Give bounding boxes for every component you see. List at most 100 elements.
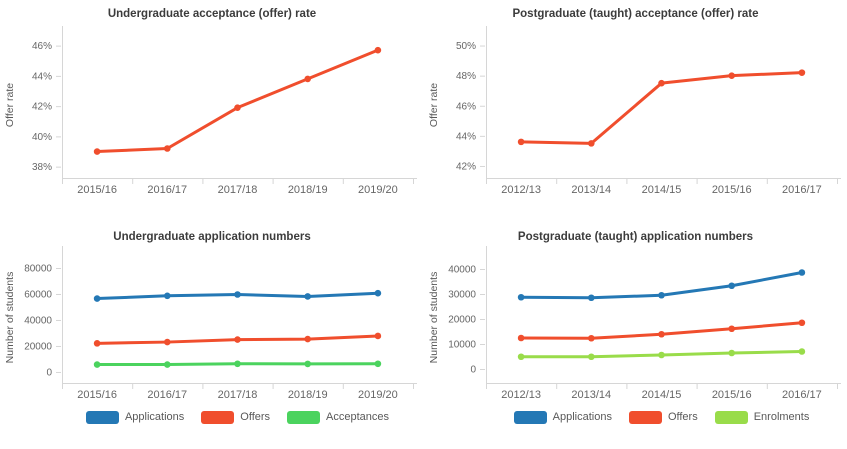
y-axis-tick-label: 0 xyxy=(46,367,52,378)
x-axis-tick-label: 2017/18 xyxy=(218,184,258,196)
y-axis-tick-label: 20000 xyxy=(448,315,476,326)
data-point-offers xyxy=(93,340,101,347)
x-axis-tick-label: 2013/14 xyxy=(571,184,611,196)
legend-item-applications[interactable]: Applications xyxy=(85,411,185,424)
y-axis-tick-label: 44% xyxy=(32,71,52,82)
x-axis-tick-label: 2017/18 xyxy=(218,389,258,401)
y-axis-tick-label: 0 xyxy=(470,365,476,376)
data-point-applications xyxy=(93,295,101,302)
chart-title: Undergraduate application numbers xyxy=(113,231,310,243)
y-axis-tick-label: 60000 xyxy=(24,289,52,300)
chart-panel-postgraduate-taught-application-numbers: Postgraduate (taught) application number… xyxy=(424,225,847,449)
y-axis-tick-label: 50% xyxy=(456,41,476,52)
data-point-offer-rate xyxy=(374,46,382,54)
legend-item-acceptances[interactable]: Acceptances xyxy=(287,411,389,424)
chart-title: Postgraduate (taught) application number… xyxy=(518,231,753,243)
x-axis-tick-label: 2012/13 xyxy=(501,389,541,401)
y-axis-tick-label: 44% xyxy=(456,131,476,142)
y-axis-title: Offer rate xyxy=(428,83,440,127)
line-chart-undergraduate-application-numbers: Undergraduate application numbers 0 20000 4… xyxy=(4,231,417,401)
data-point-applications xyxy=(304,293,312,300)
data-point-offer-rate xyxy=(93,148,101,155)
legend-item-offers[interactable]: Offers xyxy=(201,411,270,424)
data-point-offers xyxy=(588,334,595,342)
x-axis-tick-label: 2015/16 xyxy=(712,389,752,401)
data-point-offer-rate xyxy=(658,79,665,87)
y-axis-tick-label: 40% xyxy=(32,132,52,143)
data-point-offer-rate xyxy=(234,104,241,111)
x-axis-tick-label: 2016/17 xyxy=(782,184,822,196)
y-axis-tick-label: 42% xyxy=(32,102,52,113)
legend-swatch-offers xyxy=(628,411,662,424)
data-point-offers xyxy=(304,335,312,343)
x-axis-tick-label: 2014/15 xyxy=(642,184,682,196)
legend-swatch-applications xyxy=(513,411,547,424)
y-axis-tick-label: 10000 xyxy=(448,340,476,351)
legend-label: Applications xyxy=(124,411,185,423)
y-axis-tick-label: 40000 xyxy=(448,265,476,276)
chart-panel-undergraduate-acceptance-offer-rate: Undergraduate acceptance (offer) rate 38%… xyxy=(0,0,424,210)
data-point-applications xyxy=(658,291,665,299)
series-line-offer-rate xyxy=(95,48,380,154)
data-point-offers xyxy=(374,332,382,340)
data-point-offers xyxy=(517,334,525,342)
x-axis-tick-label: 2019/20 xyxy=(358,184,398,196)
x-axis-tick-label: 2018/19 xyxy=(288,184,328,196)
data-point-offers xyxy=(164,338,171,346)
legend-label: Enrolments xyxy=(753,411,810,423)
chart-panel-undergraduate-application-numbers: Undergraduate application numbers 0 20000 4… xyxy=(0,225,424,449)
legend-swatch-enrolments xyxy=(714,411,748,424)
x-axis-tick-label: 2015/16 xyxy=(712,184,752,196)
line-chart-postgraduate-taught-acceptance-offer-rate: Postgraduate (taught) acceptance (offer)… xyxy=(428,8,841,196)
data-point-offers xyxy=(658,330,665,338)
data-point-enrolments xyxy=(728,349,735,357)
y-axis-tick-label: 46% xyxy=(456,101,476,112)
y-axis-tick-label: 48% xyxy=(456,71,476,82)
legend-item-enrolments[interactable]: Enrolments xyxy=(714,411,810,424)
data-point-applications xyxy=(588,294,595,302)
x-axis-tick-label: 2016/17 xyxy=(782,389,822,401)
data-point-offer-rate xyxy=(164,145,171,152)
y-axis-title: Number of students xyxy=(428,272,440,364)
line-chart-undergraduate-acceptance-offer-rate: Undergraduate acceptance (offer) rate 38%… xyxy=(4,8,417,196)
data-point-applications xyxy=(728,282,735,290)
chart-panel-postgraduate-taught-acceptance-offer-rate: Postgraduate (taught) acceptance (offer)… xyxy=(424,0,847,210)
chart-legend: Applications Offers Enrolments xyxy=(486,411,837,424)
x-axis-tick-label: 2016/17 xyxy=(147,389,187,401)
data-point-offer-rate xyxy=(304,75,312,83)
y-axis-tick-label: 30000 xyxy=(448,290,476,301)
legend-swatch-acceptances xyxy=(287,411,321,424)
legend-label: Applications xyxy=(552,411,612,423)
data-point-offers xyxy=(728,325,735,333)
legend-item-applications[interactable]: Applications xyxy=(513,411,612,424)
legend-item-offers[interactable]: Offers xyxy=(628,411,698,424)
legend-label: Offers xyxy=(240,411,271,423)
data-point-offer-rate xyxy=(728,72,735,79)
data-point-offer-rate xyxy=(798,69,806,76)
data-point-applications xyxy=(234,291,241,298)
data-point-acceptances xyxy=(374,360,382,368)
data-point-enrolments xyxy=(588,353,595,361)
y-axis-title: Number of students xyxy=(4,272,16,364)
chart-legend: Applications Offers Acceptances xyxy=(62,411,413,424)
y-axis-tick-label: 40000 xyxy=(24,315,52,326)
data-point-applications xyxy=(798,269,806,276)
x-axis-tick-label: 2014/15 xyxy=(642,389,682,401)
x-axis-tick-label: 2019/20 xyxy=(358,389,398,401)
data-point-acceptances xyxy=(234,360,241,368)
x-axis-tick-label: 2015/16 xyxy=(77,184,117,196)
legend-label: Offers xyxy=(667,411,698,423)
chart-title: Undergraduate acceptance (offer) rate xyxy=(108,8,316,20)
data-point-applications xyxy=(517,293,525,301)
data-point-offer-rate xyxy=(517,138,525,146)
y-axis-tick-label: 38% xyxy=(32,162,52,173)
y-axis-tick-label: 46% xyxy=(32,41,52,52)
y-axis-title: Offer rate xyxy=(4,83,16,127)
legend-swatch-offers xyxy=(201,411,235,424)
data-point-acceptances xyxy=(304,360,312,368)
chart-title: Postgraduate (taught) acceptance (offer)… xyxy=(512,8,758,20)
x-axis-tick-label: 2013/14 xyxy=(571,389,611,401)
legend-label: Acceptances xyxy=(326,411,390,423)
data-point-enrolments xyxy=(517,353,525,361)
